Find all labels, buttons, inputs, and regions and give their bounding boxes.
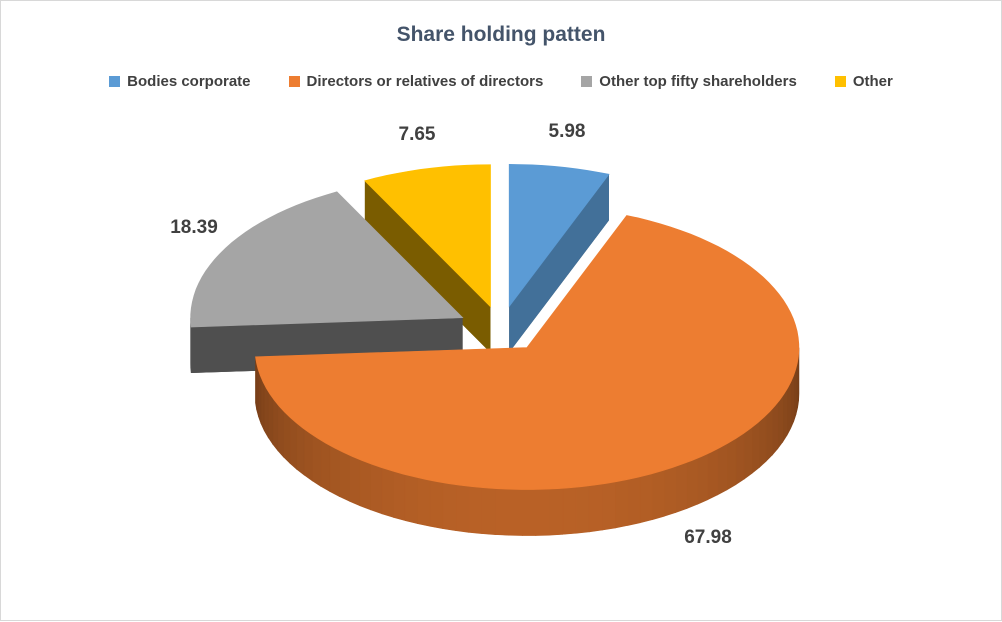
slice-wall — [563, 487, 576, 534]
slice-wall — [522, 490, 536, 536]
slice-wall — [698, 454, 708, 505]
legend-swatch — [289, 76, 300, 87]
slice-wall — [536, 489, 550, 535]
slice-wall — [256, 357, 257, 410]
slice-wall — [268, 391, 273, 444]
slice-wall — [382, 468, 394, 518]
slice-wall — [393, 471, 405, 520]
data-label: 7.65 — [399, 124, 436, 145]
slice-wall — [602, 482, 615, 530]
data-label: 67.98 — [684, 527, 732, 548]
slice-wall — [304, 429, 312, 481]
slice-wall — [628, 477, 640, 526]
slice-wall — [321, 440, 330, 491]
slice-wall — [264, 385, 268, 438]
slice-wall — [261, 378, 264, 431]
slice-wall — [640, 474, 652, 523]
legend-label: Other top fifty shareholders — [599, 73, 797, 90]
slice-wall — [589, 484, 602, 532]
slice-wall — [495, 489, 508, 536]
slice-wall — [759, 415, 766, 467]
slice-wall — [727, 439, 736, 490]
slice-wall — [664, 467, 675, 517]
slice-wall — [787, 382, 791, 435]
slice-wall — [418, 478, 431, 527]
legend-label: Directors or relatives of directors — [307, 73, 544, 90]
slice-wall — [290, 417, 297, 469]
data-label: 5.98 — [549, 121, 586, 142]
slice-wall — [772, 403, 778, 455]
slice-wall — [652, 470, 664, 519]
slice-wall — [744, 427, 752, 479]
slice-wall — [482, 488, 495, 535]
legend-item[interactable]: Bodies corporate — [109, 73, 250, 90]
chart-legend: Bodies corporate Directors or relatives o… — [1, 73, 1001, 90]
slice-wall — [297, 423, 305, 475]
slice-wall — [766, 409, 772, 461]
slice-wall — [330, 445, 340, 496]
slice-wall — [273, 398, 278, 451]
slice-wall — [405, 475, 417, 524]
slice-wall — [752, 421, 759, 473]
data-label: 18.39 — [170, 217, 218, 238]
slice-wall — [509, 489, 523, 535]
slice-wall — [430, 480, 443, 528]
slice-wall — [312, 435, 321, 487]
slice-wall — [284, 411, 290, 463]
slice-wall — [339, 450, 349, 501]
slice-wall — [778, 396, 783, 449]
slice-wall — [576, 486, 589, 533]
slice-wall — [615, 479, 628, 528]
slice-wall — [456, 485, 469, 533]
slice-wall — [349, 455, 359, 506]
slice-wall — [736, 433, 744, 485]
slice-wall — [687, 458, 698, 508]
legend-swatch — [835, 76, 846, 87]
slice-wall — [360, 460, 371, 510]
legend-item[interactable]: Other — [835, 73, 893, 90]
legend-item[interactable]: Directors or relatives of directors — [289, 73, 544, 90]
legend-swatch — [109, 76, 120, 87]
slice-wall — [278, 405, 284, 457]
slice-wall — [783, 389, 787, 442]
slice-wall — [791, 376, 794, 429]
slice-wall — [443, 483, 456, 531]
slice-wall — [676, 463, 687, 513]
slice-wall — [469, 486, 482, 533]
legend-label: Bodies corporate — [127, 73, 250, 90]
legend-swatch — [581, 76, 592, 87]
slice-wall — [549, 488, 562, 535]
slice-wall — [718, 444, 727, 495]
slice-wall — [259, 371, 262, 424]
legend-label: Other — [853, 73, 893, 90]
legend-item[interactable]: Other top fifty shareholders — [581, 73, 797, 90]
slice-wall — [371, 464, 382, 514]
slice-wall — [708, 449, 718, 500]
